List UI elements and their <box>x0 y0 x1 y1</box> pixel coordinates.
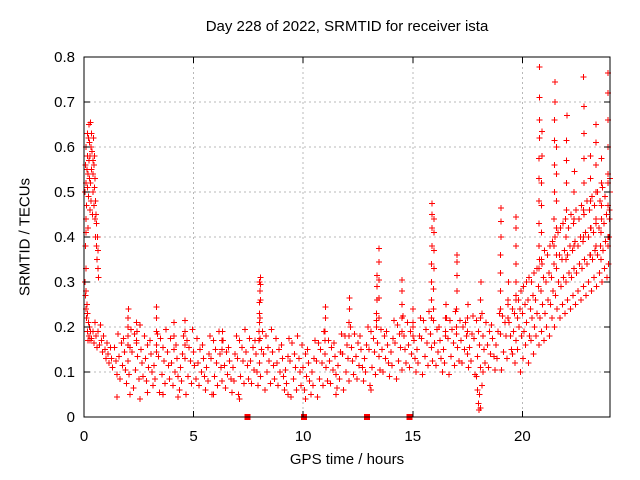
y-tick-label: 0.5 <box>54 184 75 201</box>
x-tick-label: 15 <box>404 428 421 445</box>
y-tick-label: 0.2 <box>54 319 75 336</box>
y-axis-label: SRMTID / TECUs <box>16 177 34 297</box>
x-tick-label: 0 <box>80 428 88 445</box>
y-tick-label: 0.7 <box>54 94 75 111</box>
y-tick-label: 0.4 <box>54 229 75 246</box>
x-tick-label: 5 <box>189 428 197 445</box>
x-axis-label: GPS time / hours <box>289 451 405 468</box>
chart-title: Day 228 of 2022, SRMTID for receiver ist… <box>205 18 489 35</box>
y-tick-label: 0 <box>67 409 75 426</box>
x-tick-label: 20 <box>514 428 531 445</box>
x-tick-label: 10 <box>295 428 312 445</box>
y-tick-label: 0.6 <box>54 139 75 156</box>
y-tick-label: 0.1 <box>54 364 75 381</box>
data-points-srmtid <box>82 63 613 413</box>
y-tick-label: 0.3 <box>54 274 75 291</box>
grid-lines <box>84 57 610 417</box>
plot-border <box>83 56 611 418</box>
y-tick-label: 0.8 <box>54 49 75 66</box>
